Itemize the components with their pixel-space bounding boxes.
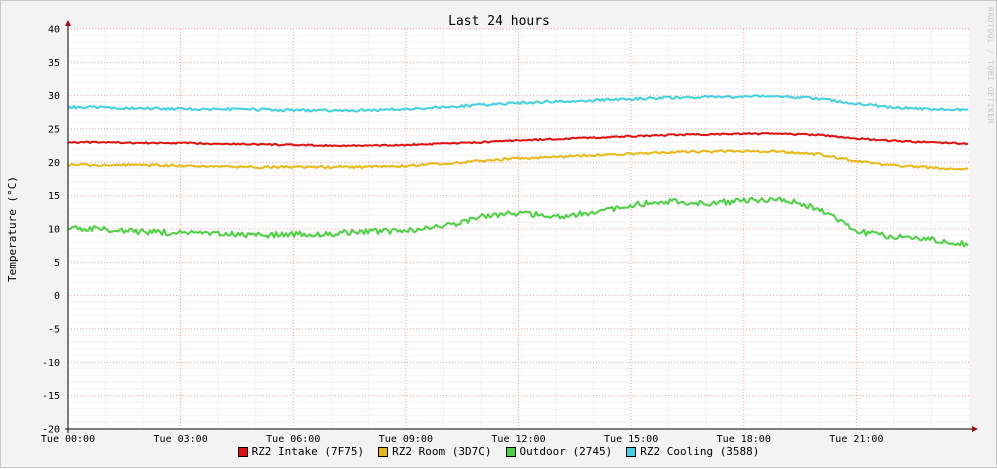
legend-swatch: [505, 446, 516, 457]
series-0: [67, 131, 969, 148]
legend-item: RZ2 Cooling (3588): [626, 445, 759, 458]
series-1: [67, 149, 969, 171]
legend-swatch: [378, 446, 389, 457]
legend-label: RZ2 Cooling (3588): [640, 445, 760, 458]
rrdtool-watermark: RRDTOOL / TOBI OETIKER: [986, 7, 995, 124]
legend-label: RZ2 Room (3D7C): [392, 445, 492, 458]
x-tick-label: Tue 06:00: [266, 434, 320, 445]
legend-swatch: [626, 446, 637, 457]
x-tick-label: Tue 00:00: [41, 434, 95, 445]
series-3: [67, 94, 969, 113]
y-tick-label: 0: [54, 291, 60, 302]
series-line: [67, 196, 969, 248]
y-tick-label: -5: [48, 325, 60, 336]
x-tick-label: Tue 12:00: [491, 434, 545, 445]
legend: RZ2 Intake (7F75) RZ2 Room (3D7C) Outdoor …: [0, 445, 997, 458]
series-line: [67, 94, 969, 113]
y-tick-label: -10: [42, 358, 60, 369]
y-tick-label: 25: [48, 125, 60, 136]
legend-item: RZ2 Room (3D7C): [378, 445, 492, 458]
y-tick-label: 20: [48, 158, 60, 169]
y-axis-label: Temperature (°C): [6, 176, 19, 282]
x-tick-label: Tue 18:00: [717, 434, 771, 445]
series-line: [67, 131, 969, 148]
x-tick-label: Tue 21:00: [829, 434, 883, 445]
legend-label: RZ2 Intake (7F75): [251, 445, 365, 458]
y-tick-label: 5: [54, 258, 60, 269]
chart-title: Last 24 hours: [448, 14, 550, 29]
legend-label: Outdoor (2745): [519, 445, 613, 458]
y-tick-label: -20: [42, 425, 60, 436]
x-tick-label: Tue 15:00: [604, 434, 658, 445]
y-tick-label: 40: [48, 25, 60, 36]
series-line: [67, 149, 969, 171]
y-tick-label: 15: [48, 191, 60, 202]
x-tick-label: Tue 09:00: [379, 434, 433, 445]
x-axis-arrow: [972, 426, 978, 432]
y-tick-label: 35: [48, 58, 60, 69]
x-tick-label: Tue 03:00: [154, 434, 208, 445]
y-axis-arrow: [65, 20, 71, 26]
legend-swatch: [237, 446, 248, 457]
y-tick-label: -15: [42, 391, 60, 402]
legend-item: RZ2 Intake (7F75): [237, 445, 365, 458]
y-tick-label: 10: [48, 225, 60, 236]
y-tick-label: 30: [48, 91, 60, 102]
series-2: [67, 196, 969, 248]
legend-item: Outdoor (2745): [505, 445, 613, 458]
